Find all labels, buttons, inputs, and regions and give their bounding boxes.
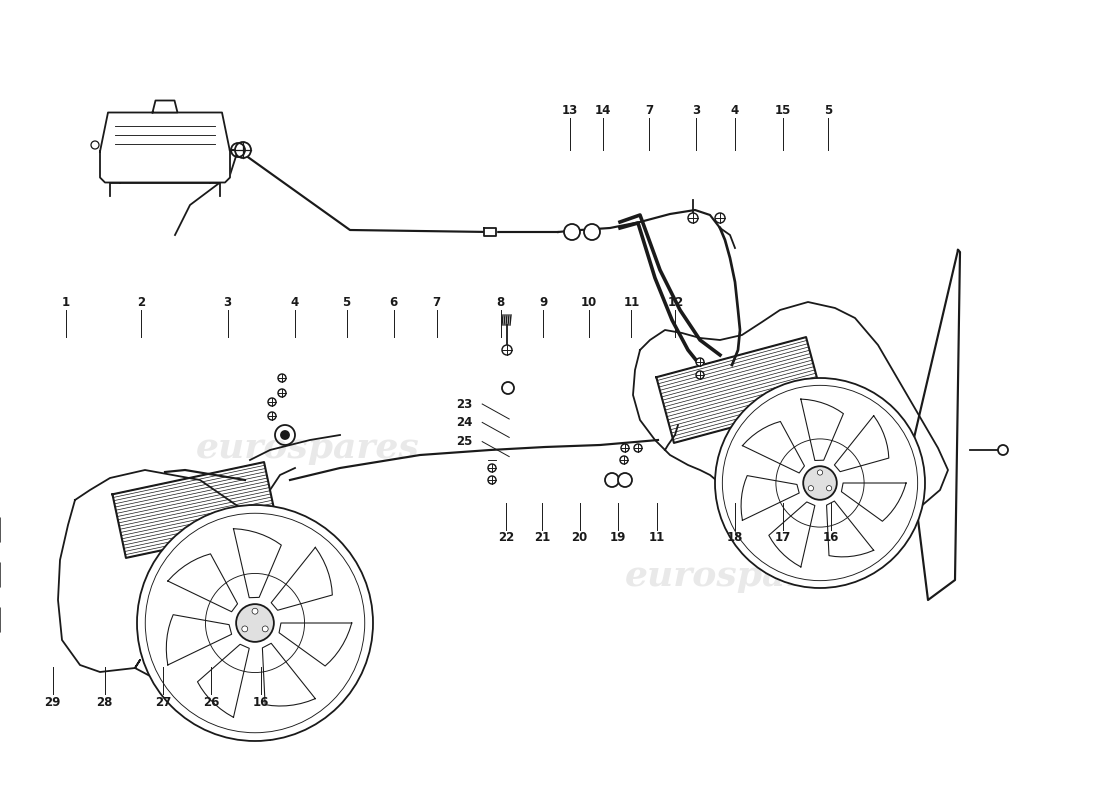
- Text: 17: 17: [776, 531, 791, 544]
- Text: 22: 22: [498, 531, 514, 544]
- Text: 16: 16: [823, 531, 838, 544]
- Polygon shape: [198, 644, 250, 718]
- Circle shape: [268, 398, 276, 406]
- Circle shape: [488, 464, 496, 472]
- Circle shape: [715, 378, 925, 588]
- Text: 15: 15: [776, 104, 791, 117]
- Text: 5: 5: [824, 104, 833, 117]
- Circle shape: [138, 505, 373, 741]
- Circle shape: [280, 431, 289, 439]
- Circle shape: [268, 412, 276, 420]
- Polygon shape: [272, 547, 332, 610]
- Text: 11: 11: [624, 296, 639, 309]
- Text: 2: 2: [136, 296, 145, 309]
- Polygon shape: [742, 422, 804, 473]
- Text: 25: 25: [456, 435, 472, 448]
- Circle shape: [998, 445, 1008, 455]
- Polygon shape: [153, 101, 177, 113]
- Polygon shape: [835, 416, 889, 472]
- Circle shape: [696, 358, 704, 366]
- Circle shape: [252, 608, 257, 614]
- Circle shape: [817, 470, 823, 475]
- Text: 3: 3: [223, 296, 232, 309]
- Circle shape: [634, 444, 642, 452]
- Text: 4: 4: [730, 104, 739, 117]
- Circle shape: [91, 141, 99, 149]
- Polygon shape: [657, 337, 824, 443]
- Circle shape: [688, 213, 698, 223]
- Circle shape: [584, 224, 600, 240]
- Circle shape: [502, 345, 512, 355]
- Text: 18: 18: [727, 531, 742, 544]
- Polygon shape: [233, 529, 282, 598]
- Text: 20: 20: [572, 531, 587, 544]
- Circle shape: [488, 476, 496, 484]
- Text: 28: 28: [97, 696, 112, 709]
- Circle shape: [564, 224, 580, 240]
- Polygon shape: [263, 643, 316, 706]
- Text: 27: 27: [155, 696, 170, 709]
- Polygon shape: [741, 476, 800, 520]
- Text: 26: 26: [204, 696, 219, 709]
- Circle shape: [278, 389, 286, 397]
- Text: eurospares: eurospares: [625, 559, 849, 593]
- Text: 24: 24: [456, 416, 472, 429]
- Text: 9: 9: [539, 296, 548, 309]
- Circle shape: [262, 626, 268, 632]
- Text: 7: 7: [432, 296, 441, 309]
- Polygon shape: [112, 462, 277, 558]
- Text: 13: 13: [562, 104, 578, 117]
- Circle shape: [242, 626, 248, 632]
- Polygon shape: [769, 502, 815, 567]
- Text: 21: 21: [535, 531, 550, 544]
- Polygon shape: [632, 302, 948, 580]
- Text: 1: 1: [62, 296, 70, 309]
- Polygon shape: [166, 614, 232, 665]
- Text: 23: 23: [456, 398, 472, 410]
- Circle shape: [621, 444, 629, 452]
- Text: 10: 10: [581, 296, 596, 309]
- Text: 5: 5: [342, 296, 351, 309]
- Text: 29: 29: [45, 696, 60, 709]
- Circle shape: [236, 604, 274, 642]
- Polygon shape: [279, 623, 352, 666]
- Circle shape: [808, 486, 814, 491]
- Circle shape: [696, 371, 704, 379]
- Text: 16: 16: [253, 696, 268, 709]
- Text: eurospares: eurospares: [196, 431, 420, 465]
- Polygon shape: [910, 250, 960, 600]
- Text: 6: 6: [389, 296, 398, 309]
- Polygon shape: [826, 501, 873, 557]
- Circle shape: [235, 142, 251, 158]
- Circle shape: [605, 473, 619, 487]
- Text: 14: 14: [595, 104, 610, 117]
- Circle shape: [502, 382, 514, 394]
- Text: 3: 3: [692, 104, 701, 117]
- Text: 4: 4: [290, 296, 299, 309]
- Text: 11: 11: [649, 531, 664, 544]
- Polygon shape: [100, 113, 230, 182]
- Polygon shape: [842, 483, 906, 522]
- Circle shape: [618, 473, 632, 487]
- Circle shape: [803, 466, 837, 500]
- Text: 12: 12: [668, 296, 683, 309]
- Polygon shape: [168, 554, 238, 612]
- Polygon shape: [801, 399, 844, 461]
- Text: 19: 19: [610, 531, 626, 544]
- Circle shape: [620, 456, 628, 464]
- Circle shape: [278, 374, 286, 382]
- Polygon shape: [58, 470, 350, 740]
- Text: 7: 7: [645, 104, 653, 117]
- Text: 8: 8: [496, 296, 505, 309]
- Circle shape: [715, 213, 725, 223]
- Polygon shape: [484, 228, 496, 236]
- Circle shape: [826, 486, 832, 491]
